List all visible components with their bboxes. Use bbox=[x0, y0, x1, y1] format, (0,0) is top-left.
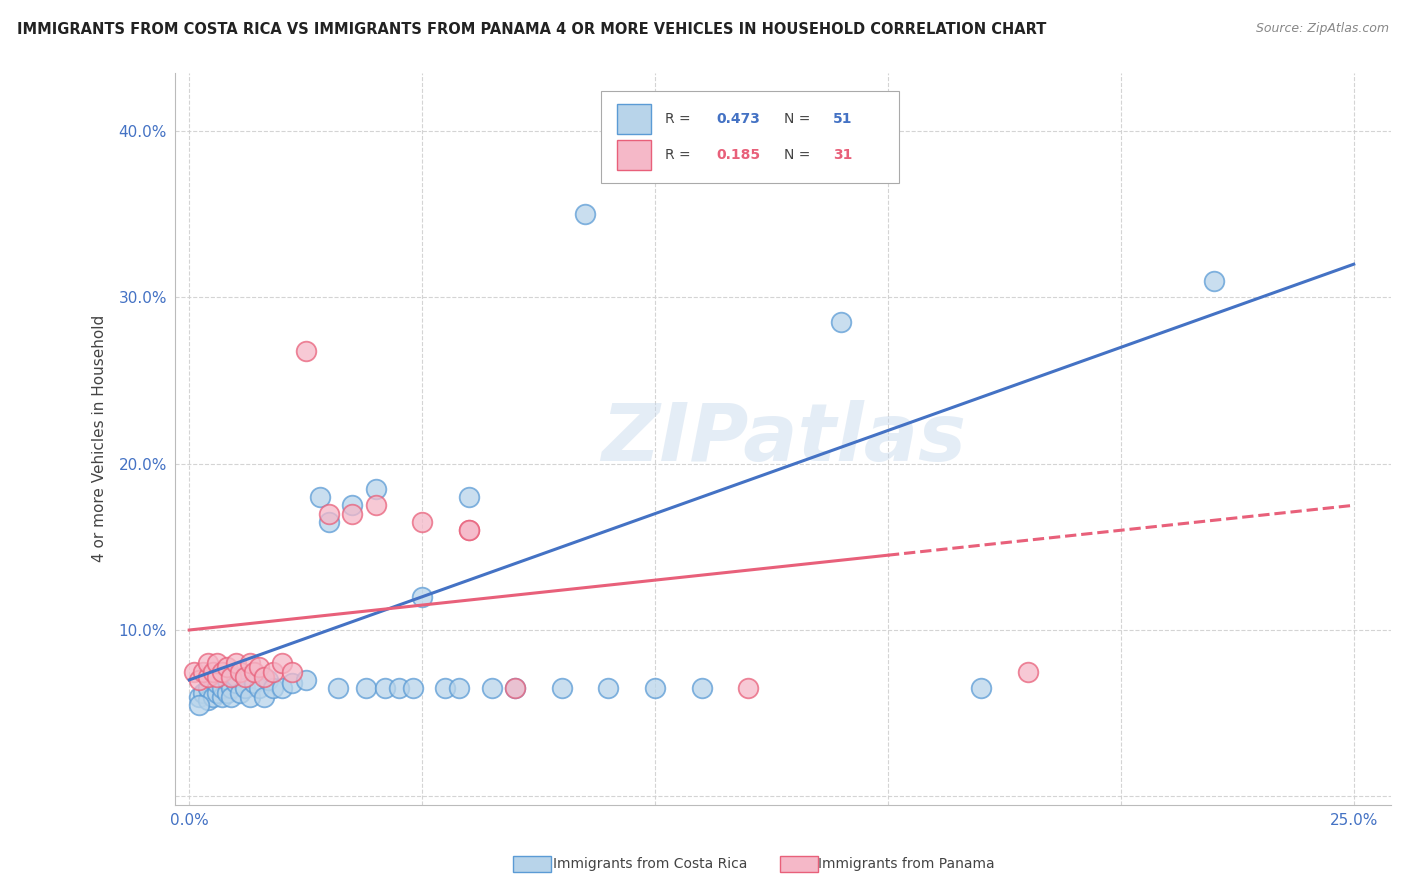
Point bbox=[551, 681, 574, 696]
Point bbox=[271, 657, 294, 671]
Point bbox=[1017, 665, 1039, 679]
Point bbox=[294, 343, 316, 358]
Point bbox=[253, 690, 276, 704]
Point bbox=[243, 665, 266, 679]
Point bbox=[187, 690, 209, 704]
Point bbox=[318, 507, 340, 521]
Point bbox=[215, 686, 238, 700]
Point bbox=[411, 515, 433, 529]
Point bbox=[457, 490, 479, 504]
Text: 0.473: 0.473 bbox=[716, 112, 761, 126]
Point bbox=[247, 659, 270, 673]
Point bbox=[449, 681, 471, 696]
Point bbox=[308, 490, 330, 504]
Y-axis label: 4 or more Vehicles in Household: 4 or more Vehicles in Household bbox=[93, 315, 107, 563]
Point bbox=[193, 686, 215, 700]
Text: Immigrants from Panama: Immigrants from Panama bbox=[818, 857, 995, 871]
Text: 0.185: 0.185 bbox=[716, 148, 761, 162]
Point bbox=[201, 665, 224, 679]
Point bbox=[328, 681, 350, 696]
Point bbox=[294, 673, 316, 687]
Point bbox=[211, 681, 233, 696]
Text: N =: N = bbox=[785, 112, 815, 126]
Point bbox=[211, 690, 233, 704]
Point bbox=[229, 665, 252, 679]
Text: Immigrants from Costa Rica: Immigrants from Costa Rica bbox=[553, 857, 747, 871]
Point bbox=[354, 681, 377, 696]
Text: 31: 31 bbox=[832, 148, 852, 162]
Text: ZIPatlas: ZIPatlas bbox=[600, 400, 966, 478]
Point bbox=[225, 657, 247, 671]
Point bbox=[481, 681, 503, 696]
Point bbox=[197, 669, 219, 683]
Point bbox=[239, 657, 262, 671]
FancyBboxPatch shape bbox=[617, 103, 651, 135]
Point bbox=[388, 681, 411, 696]
Text: IMMIGRANTS FROM COSTA RICA VS IMMIGRANTS FROM PANAMA 4 OR MORE VEHICLES IN HOUSE: IMMIGRANTS FROM COSTA RICA VS IMMIGRANTS… bbox=[17, 22, 1046, 37]
Point bbox=[262, 681, 284, 696]
Point bbox=[574, 207, 596, 221]
Point bbox=[598, 681, 620, 696]
Point bbox=[364, 498, 387, 512]
Point bbox=[187, 673, 209, 687]
Point bbox=[830, 315, 852, 329]
Point bbox=[233, 669, 256, 683]
Point bbox=[1202, 274, 1225, 288]
Point bbox=[193, 665, 215, 679]
Point bbox=[229, 686, 252, 700]
Point bbox=[183, 665, 205, 679]
Point bbox=[205, 686, 228, 700]
Point bbox=[434, 681, 457, 696]
Point bbox=[318, 515, 340, 529]
Point bbox=[201, 690, 224, 704]
Point bbox=[374, 681, 396, 696]
Point bbox=[342, 507, 364, 521]
FancyBboxPatch shape bbox=[617, 139, 651, 170]
Point bbox=[505, 681, 527, 696]
Point bbox=[690, 681, 713, 696]
Point bbox=[970, 681, 993, 696]
Point bbox=[205, 657, 228, 671]
Point bbox=[505, 681, 527, 696]
Point bbox=[402, 681, 425, 696]
Point bbox=[197, 681, 219, 696]
Point bbox=[187, 698, 209, 712]
Point bbox=[239, 690, 262, 704]
Point bbox=[457, 523, 479, 537]
Text: Source: ZipAtlas.com: Source: ZipAtlas.com bbox=[1256, 22, 1389, 36]
Point bbox=[205, 669, 228, 683]
Point bbox=[257, 673, 280, 687]
Point bbox=[280, 665, 302, 679]
Point bbox=[253, 669, 276, 683]
Text: N =: N = bbox=[785, 148, 815, 162]
Point bbox=[737, 681, 759, 696]
Text: R =: R = bbox=[665, 112, 695, 126]
Point bbox=[225, 676, 247, 690]
Point bbox=[215, 673, 238, 687]
Point bbox=[219, 669, 242, 683]
Point bbox=[342, 498, 364, 512]
Point bbox=[219, 681, 242, 696]
Point bbox=[411, 590, 433, 604]
Point bbox=[233, 681, 256, 696]
Point bbox=[243, 676, 266, 690]
Point bbox=[262, 665, 284, 679]
Point bbox=[201, 673, 224, 687]
Point bbox=[219, 690, 242, 704]
Point bbox=[364, 482, 387, 496]
Point bbox=[280, 676, 302, 690]
Text: 51: 51 bbox=[832, 112, 852, 126]
FancyBboxPatch shape bbox=[600, 91, 898, 183]
Point bbox=[644, 681, 666, 696]
Point bbox=[197, 693, 219, 707]
Point bbox=[205, 676, 228, 690]
Text: R =: R = bbox=[665, 148, 695, 162]
Point bbox=[197, 657, 219, 671]
Point bbox=[225, 669, 247, 683]
Point bbox=[247, 681, 270, 696]
Point bbox=[215, 659, 238, 673]
Point bbox=[211, 665, 233, 679]
Point bbox=[271, 681, 294, 696]
Point bbox=[457, 523, 479, 537]
